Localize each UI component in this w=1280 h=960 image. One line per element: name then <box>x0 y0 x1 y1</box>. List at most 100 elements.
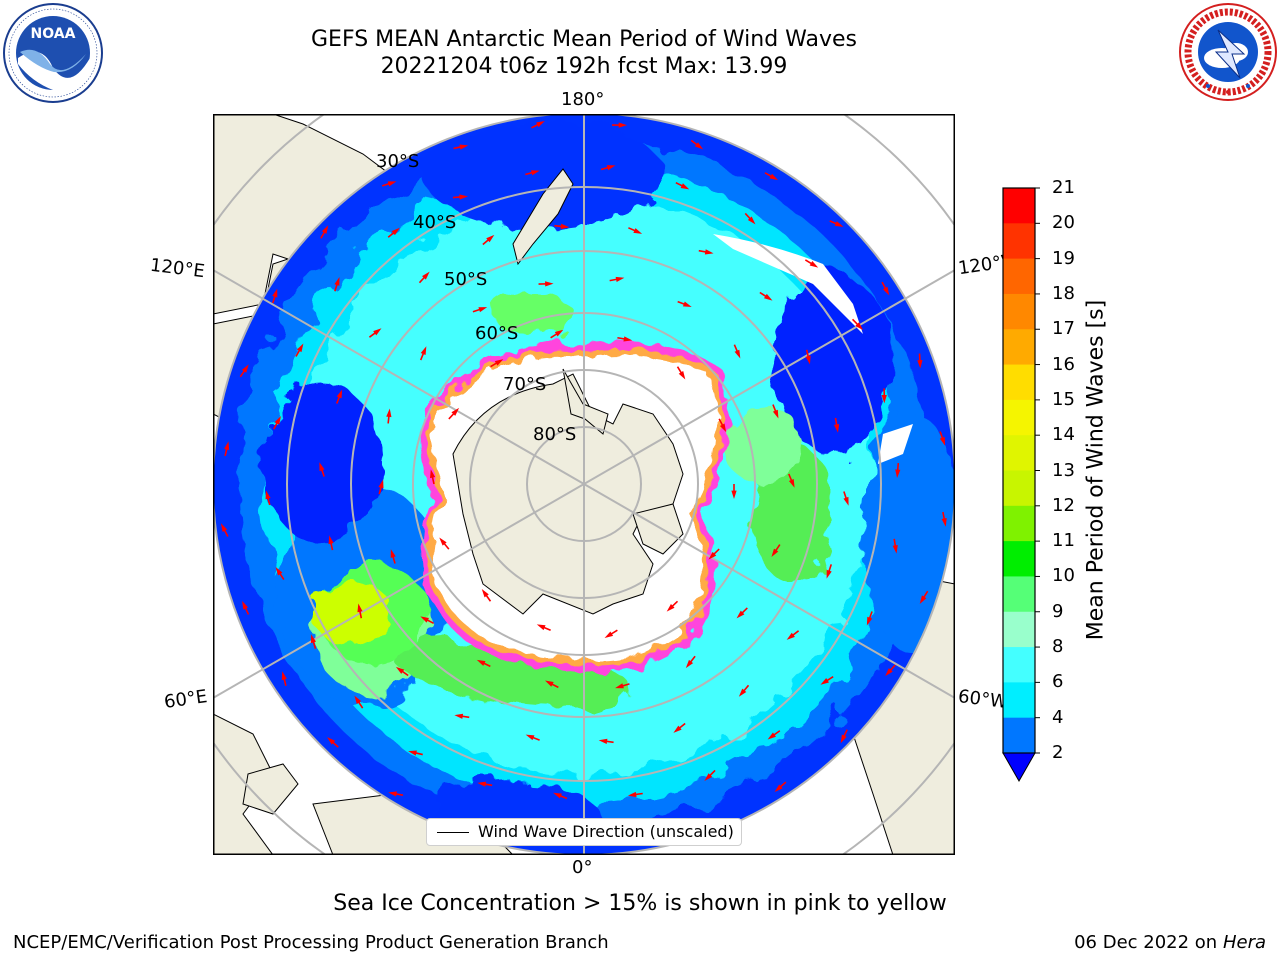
wave-direction-arrowhead <box>459 194 468 200</box>
noaa-logo-icon: NOAA <box>3 3 103 103</box>
colorbar <box>1002 187 1040 783</box>
colorbar-tick-label: 20 <box>1052 212 1075 234</box>
graticule <box>213 114 955 855</box>
wave-direction-arrowhead <box>834 221 844 227</box>
wave-direction-arrowhead <box>917 360 923 369</box>
wind-wave-arrows <box>220 120 947 846</box>
wave-direction-arrowhead <box>395 666 405 674</box>
lon-label-180: 180° <box>561 89 605 110</box>
wave-direction-arrowhead <box>386 408 392 418</box>
antarctic-map <box>213 114 955 855</box>
colorbar-segment <box>1003 293 1035 330</box>
sea-ice-note: Sea Ice Concentration > 15% is shown in … <box>333 891 947 916</box>
lat-label-70s: 70°S <box>503 374 547 395</box>
colorbar-tick-label: 4 <box>1052 706 1064 728</box>
lon-label-120e: 120°E <box>148 254 206 283</box>
map-legend: Wind Wave Direction (unscaled) <box>426 818 742 846</box>
nws-logo-icon <box>1179 3 1277 101</box>
wave-direction-arrowhead <box>420 616 429 623</box>
wave-direction-arrowhead <box>336 389 343 399</box>
wave-direction-arrowhead <box>420 346 427 355</box>
wave-direction-arrowhead <box>734 349 741 359</box>
wave-direction-arrowhead <box>281 671 287 681</box>
wave-direction-arrowhead <box>439 537 447 546</box>
wave-direction-arrowhead <box>627 791 637 798</box>
wave-direction-arrowhead <box>769 173 779 181</box>
wave-direction-arrowhead <box>553 792 562 799</box>
lat-label-40s: 40°S <box>413 212 457 233</box>
wave-direction-arrowhead <box>357 603 363 613</box>
wave-direction-arrowhead <box>296 343 304 353</box>
legend-label: Wind Wave Direction (unscaled) <box>478 822 734 841</box>
wave-direction-arrowhead <box>408 750 417 756</box>
colorbar-segment <box>1003 541 1035 577</box>
wave-direction-arrowhead <box>786 632 795 640</box>
wave-direction-arrowhead <box>941 518 947 527</box>
colorbar-tick-label: 21 <box>1052 177 1075 198</box>
wave-direction-arrowhead <box>763 293 773 301</box>
wave-direction-arrowhead <box>481 589 489 598</box>
wave-direction-arrowhead <box>805 355 811 365</box>
colorbar-tick-label: 13 <box>1052 459 1075 481</box>
wave-direction-arrowhead <box>855 322 864 331</box>
wave-direction-arrowhead <box>430 469 436 479</box>
wave-direction-arrowhead <box>328 535 334 545</box>
colorbar-segment <box>1003 611 1035 648</box>
wave-direction-arrowhead <box>866 616 873 626</box>
colorbar-tick-label: 12 <box>1052 494 1075 516</box>
wave-direction-arrowhead <box>840 734 847 744</box>
colorbar-segment <box>1003 470 1035 507</box>
wave-direction-arrowhead <box>604 631 614 639</box>
wave-direction-arrowhead <box>881 394 887 404</box>
wave-direction-arrowhead <box>820 678 829 685</box>
wave-direction-arrowhead <box>454 713 464 719</box>
wave-direction-arrowhead <box>704 249 714 255</box>
wave-direction-arrowhead <box>478 307 488 313</box>
wave-direction-arrowhead <box>834 424 840 433</box>
colorbar-extend-arrow <box>1002 752 1036 783</box>
wave-direction-arrowhead <box>885 668 893 677</box>
wave-direction-arrowhead <box>354 695 362 705</box>
wave-direction-arrowhead <box>731 490 737 499</box>
wave-direction-arrowhead <box>536 624 546 631</box>
wave-direction-arrowhead <box>319 462 325 472</box>
colorbar-tick-label: 19 <box>1052 247 1075 269</box>
lon-label-0: 0° <box>572 857 593 878</box>
wave-direction-arrowhead <box>321 225 329 234</box>
wave-direction-arrowhead <box>486 234 495 243</box>
wave-direction-arrowhead <box>477 781 487 787</box>
wave-direction-arrowhead <box>311 634 317 644</box>
wave-direction-arrowhead <box>241 364 249 373</box>
wave-direction-arrowhead <box>606 165 616 171</box>
colorbar-tick-label: 15 <box>1052 388 1075 410</box>
wave-direction-arrowhead <box>678 370 686 380</box>
wave-direction-arrowhead <box>767 732 776 740</box>
colorbar-segment <box>1003 717 1035 754</box>
wave-direction-arrowhead <box>560 223 570 229</box>
footer-machine: Hera <box>1222 932 1266 953</box>
wave-direction-arrowhead <box>459 144 469 150</box>
colorbar-segment <box>1003 258 1035 295</box>
wave-direction-arrowhead <box>224 441 230 451</box>
wave-direction-arrowhead <box>682 301 692 307</box>
wave-direction-arrowhead <box>274 415 281 425</box>
wave-direction-arrowhead <box>242 600 249 610</box>
colorbar-tick-label: 16 <box>1052 353 1075 375</box>
colorbar-segment <box>1003 188 1035 224</box>
wave-direction-arrowhead <box>390 549 396 558</box>
lat-label-50s: 50°S <box>444 269 488 290</box>
wave-direction-arrowhead <box>618 122 628 128</box>
wave-direction-arrowhead <box>673 725 682 733</box>
map-title: GEFS MEAN Antarctic Mean Period of Wind … <box>311 27 857 52</box>
noaa-logo-text: NOAA <box>31 26 76 42</box>
wave-direction-arrowhead <box>525 734 535 741</box>
map-subtitle: 20221204 t06z 192h fcst Max: 13.99 <box>380 54 788 79</box>
colorbar-label: Mean Period of Wind Waves [s] <box>1083 299 1109 641</box>
colorbar-segment <box>1003 329 1035 366</box>
wave-direction-arrowhead <box>451 407 460 416</box>
wave-direction-arrowhead <box>422 271 430 280</box>
wave-direction-arrowhead <box>275 567 283 576</box>
wave-direction-arrowhead <box>747 216 756 225</box>
wave-direction-arrowhead <box>623 336 633 342</box>
wave-direction-arrowhead <box>826 569 832 579</box>
